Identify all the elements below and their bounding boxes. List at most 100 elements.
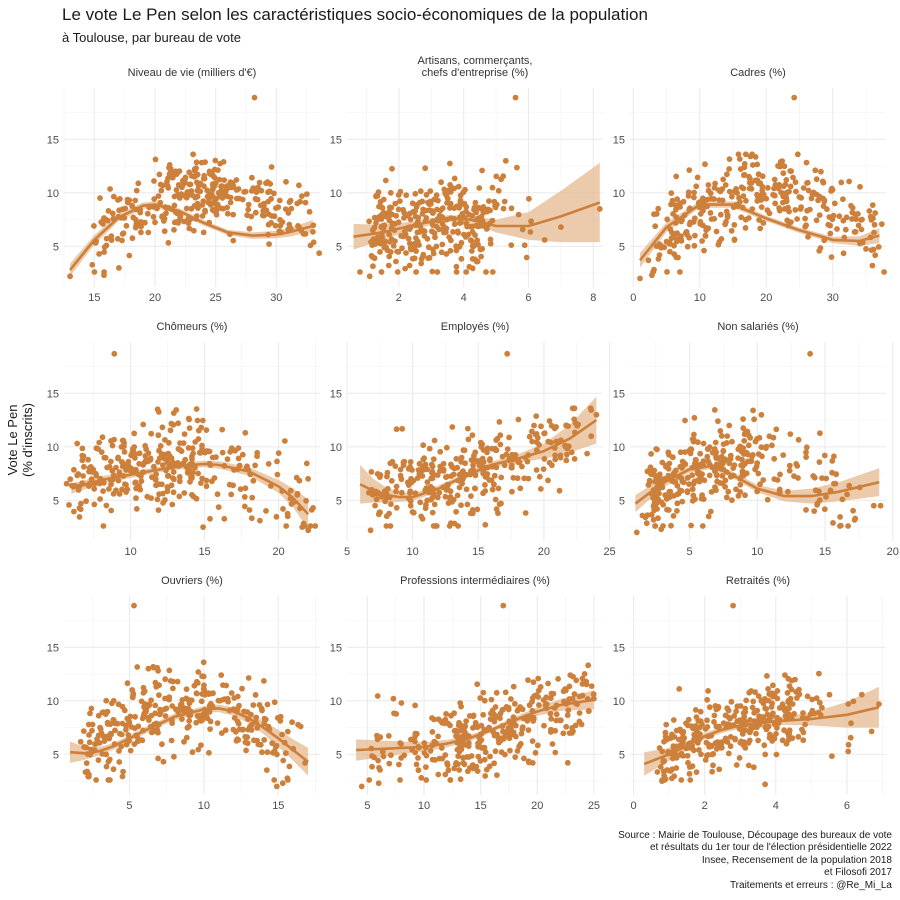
data-point xyxy=(811,508,818,514)
data-point xyxy=(195,746,202,753)
data-point xyxy=(415,467,422,473)
data-point xyxy=(771,476,778,482)
data-point xyxy=(274,715,281,721)
data-point xyxy=(817,245,824,251)
data-point xyxy=(740,193,747,200)
smooth-line xyxy=(634,464,880,505)
data-point xyxy=(773,731,779,737)
data-point xyxy=(401,209,407,216)
data-point xyxy=(795,436,802,443)
data-point xyxy=(529,760,536,766)
data-point xyxy=(104,721,111,727)
data-point xyxy=(489,269,496,275)
x-tick-label: 30 xyxy=(270,292,282,304)
data-point xyxy=(724,214,731,221)
x-tick-label: 15 xyxy=(472,546,484,558)
x-tick-label: 20 xyxy=(538,546,550,558)
data-point xyxy=(141,688,148,695)
data-point xyxy=(283,178,289,185)
data-point xyxy=(691,194,697,201)
data-point xyxy=(819,475,825,481)
data-point xyxy=(197,180,204,187)
data-point xyxy=(576,693,583,700)
data-point xyxy=(273,783,280,790)
data-point xyxy=(492,704,499,710)
data-point xyxy=(553,711,560,718)
data-point xyxy=(690,492,697,499)
data-point xyxy=(793,188,799,195)
data-point xyxy=(674,482,681,489)
data-point xyxy=(366,489,372,496)
data-point xyxy=(849,205,856,211)
data-point xyxy=(677,269,683,275)
data-point xyxy=(389,220,396,227)
data-point xyxy=(532,749,539,756)
data-point xyxy=(201,687,208,693)
data-point xyxy=(707,508,714,515)
data-point xyxy=(736,195,742,201)
data-point xyxy=(394,269,401,275)
data-point xyxy=(399,425,406,432)
data-point xyxy=(250,185,257,192)
data-point xyxy=(812,167,819,174)
data-point xyxy=(667,226,674,233)
data-point xyxy=(385,733,392,739)
data-point xyxy=(764,724,771,731)
data-point xyxy=(465,231,472,238)
data-point xyxy=(373,193,379,200)
data-point xyxy=(530,679,537,686)
data-point xyxy=(684,489,691,496)
data-point xyxy=(501,462,508,469)
data-point xyxy=(179,716,185,722)
data-point xyxy=(444,195,451,202)
data-point xyxy=(160,499,167,506)
data-point xyxy=(224,193,231,200)
data-point xyxy=(71,466,77,473)
data-point xyxy=(175,709,182,715)
data-point xyxy=(430,456,437,462)
x-tick-label: 5 xyxy=(344,546,350,558)
data-point xyxy=(241,503,248,510)
data-point xyxy=(549,741,556,747)
data-point xyxy=(274,458,280,465)
data-point xyxy=(681,460,687,466)
data-point xyxy=(421,228,428,235)
data-point xyxy=(557,454,564,461)
data-point xyxy=(80,473,86,479)
data-point xyxy=(195,427,202,434)
y-tick-label: 10 xyxy=(330,696,342,708)
data-point xyxy=(406,240,413,247)
data-point xyxy=(666,460,673,467)
data-point xyxy=(511,700,518,707)
data-point xyxy=(833,471,839,478)
data-point xyxy=(83,498,89,505)
data-point xyxy=(393,212,399,219)
data-point xyxy=(687,450,694,457)
data-point xyxy=(472,719,479,726)
data-point xyxy=(655,256,662,262)
data-point xyxy=(395,206,402,213)
data-point xyxy=(100,221,106,227)
data-point xyxy=(475,458,482,464)
data-point xyxy=(737,489,744,495)
data-point xyxy=(139,715,146,722)
data-point xyxy=(588,407,595,413)
data-point xyxy=(487,753,493,760)
data-point xyxy=(436,226,442,233)
data-point xyxy=(380,240,387,247)
data-point xyxy=(482,773,489,779)
data-point xyxy=(530,718,537,724)
data-point xyxy=(491,472,498,479)
data-point xyxy=(758,698,765,704)
data-point xyxy=(136,460,143,467)
data-point xyxy=(692,232,698,239)
data-point xyxy=(737,443,743,450)
x-tick-label: 2 xyxy=(702,800,708,812)
data-point xyxy=(377,509,383,516)
data-point xyxy=(465,436,472,443)
data-point xyxy=(478,744,484,751)
data-point xyxy=(433,192,440,199)
data-point xyxy=(394,248,400,255)
data-point xyxy=(159,490,166,497)
